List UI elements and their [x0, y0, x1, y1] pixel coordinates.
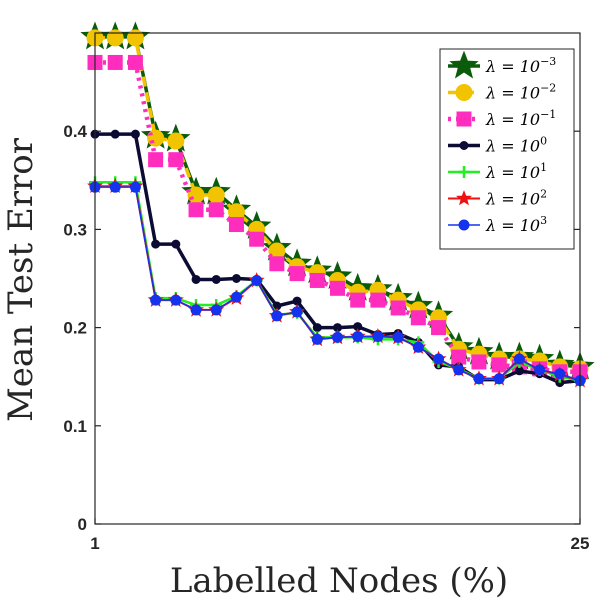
axis-ticks: 0 0.1 0.2 0.3 0.4 1 25 [63, 122, 589, 553]
data-point [129, 181, 141, 193]
data-point [109, 181, 121, 193]
data-point [370, 292, 386, 308]
legend-label: λ = 10−2 [485, 82, 556, 103]
legend-entry: λ = 102 [448, 188, 547, 209]
legend-entry: λ = 10−3 [448, 50, 556, 79]
data-point [433, 353, 445, 365]
legend-label: λ = 100 [485, 135, 547, 156]
legend-label: λ = 101 [485, 161, 547, 182]
legend-entry: λ = 101 [448, 161, 547, 182]
data-point [312, 323, 322, 333]
data-point [431, 320, 447, 336]
data-point [410, 310, 426, 326]
data-point [167, 132, 185, 150]
data-point [554, 368, 566, 380]
y-tick-label: 0.1 [63, 417, 87, 436]
data-point [127, 54, 143, 70]
data-point [271, 310, 283, 322]
data-point [151, 239, 161, 249]
y-axis-title: Mean Test Error [1, 137, 41, 422]
legend-entry: λ = 10−2 [448, 82, 556, 103]
data-point [106, 29, 124, 47]
y-tick-label: 0.2 [63, 319, 87, 338]
plot-area [80, 21, 595, 388]
legend-entry: λ = 103 [448, 214, 547, 235]
series-6 [89, 181, 586, 387]
data-point [228, 216, 244, 232]
data-point [491, 357, 507, 373]
data-point [168, 152, 184, 168]
data-point [390, 300, 406, 316]
data-point [249, 231, 265, 247]
data-point [534, 364, 546, 376]
data-point [291, 306, 303, 318]
legend-label: λ = 10−1 [485, 108, 556, 129]
data-point [514, 366, 524, 376]
legend-swatch-marker [455, 84, 473, 101]
y-tick-label: 0.4 [63, 122, 87, 141]
data-point [107, 54, 123, 70]
data-point [309, 272, 325, 288]
data-point [231, 274, 241, 283]
data-point [311, 333, 323, 345]
data-point [110, 129, 120, 139]
data-point [453, 364, 465, 376]
data-point [330, 280, 345, 296]
legend-swatch-marker [456, 111, 472, 127]
data-point [211, 274, 221, 284]
data-point [471, 354, 487, 370]
legend-swatch-marker [458, 219, 470, 231]
data-point [251, 274, 263, 286]
legend: λ = 10−3 λ = 10−2 λ = 10−1 λ = 100 λ = 101 λ … [439, 48, 575, 250]
data-point [392, 331, 404, 343]
x-tick-label: 25 [571, 534, 590, 553]
plot-frame [94, 32, 581, 525]
legend-swatch-marker [458, 166, 470, 178]
data-point [171, 239, 181, 249]
data-point [493, 373, 505, 385]
data-point [208, 202, 224, 218]
legend-label: λ = 103 [485, 214, 547, 235]
legend-label: λ = 102 [485, 188, 547, 209]
data-point [191, 274, 201, 284]
data-point [210, 304, 222, 316]
data-point [332, 331, 343, 343]
legend-entry: λ = 100 [448, 135, 547, 156]
data-point [269, 256, 285, 272]
x-axis-title: Labelled Nodes (%) [170, 561, 508, 601]
data-point [188, 202, 204, 218]
legend-entry: λ = 10−1 [448, 108, 556, 129]
legend-swatch-marker [449, 50, 479, 79]
legend-swatch-marker [456, 190, 472, 206]
data-point [513, 353, 525, 365]
data-point [230, 291, 242, 303]
data-point [187, 186, 205, 204]
y-tick-label: 0 [78, 515, 87, 534]
data-point [352, 330, 364, 342]
data-point [412, 341, 424, 353]
y-tick-label: 0.3 [63, 220, 87, 239]
data-point [207, 186, 225, 204]
data-point [190, 304, 202, 316]
data-point [372, 330, 384, 342]
data-point [126, 29, 144, 47]
data-point [289, 266, 305, 282]
legend-swatch-marker [459, 141, 469, 150]
data-point [150, 294, 162, 306]
data-point [350, 292, 366, 308]
data-point [170, 294, 182, 306]
data-point [130, 129, 140, 139]
data-point [473, 373, 485, 385]
legend-label: λ = 10−3 [485, 55, 556, 76]
x-tick-label: 1 [90, 534, 99, 553]
data-point [148, 152, 164, 168]
